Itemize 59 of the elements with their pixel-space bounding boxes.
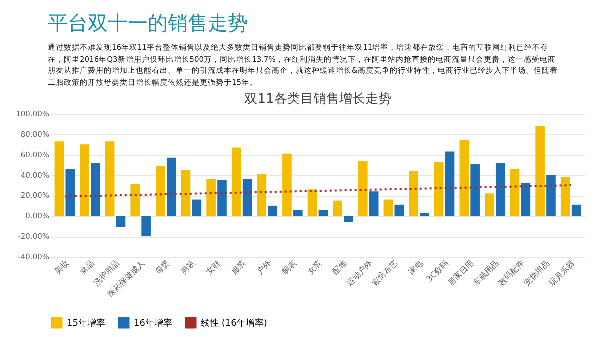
bar (268, 206, 278, 216)
bar (242, 179, 252, 216)
legend-label: 线性 (16年增率) (201, 318, 268, 329)
x-tick-label: 美妆 (52, 258, 71, 276)
bar (282, 154, 292, 216)
bar (510, 169, 520, 216)
x-tick-label: 腕表 (280, 258, 298, 276)
bar (116, 216, 126, 228)
bar (156, 166, 166, 216)
x-tick-label: 女鞋 (204, 258, 222, 276)
bar (434, 162, 444, 216)
legend-label: 16年增率 (134, 318, 172, 329)
x-tick-label: 食品 (78, 258, 96, 276)
x-tick-label: 家纺布艺 (370, 258, 400, 288)
bar (294, 210, 303, 216)
x-tick-label: 男装 (179, 258, 198, 276)
bar (369, 192, 379, 216)
bar (560, 177, 570, 216)
bar (384, 200, 394, 216)
x-tick-label: 家电 (407, 258, 425, 276)
x-tick-label: 女装 (306, 258, 324, 276)
bar (192, 200, 202, 216)
x-tick-label: 户外 (255, 258, 274, 276)
bar (460, 140, 470, 216)
x-tick-label: 母婴 (154, 258, 172, 276)
bar (394, 204, 404, 216)
bar (257, 174, 267, 216)
bar (166, 158, 176, 216)
chart-subtitle: 双11各类目销售增长走势 (244, 92, 392, 107)
bar (470, 164, 480, 216)
bar (536, 126, 545, 216)
bar (80, 144, 90, 216)
bar (54, 142, 64, 216)
bar (206, 179, 216, 216)
x-tick-label: 配饰 (331, 258, 349, 276)
bar (130, 184, 140, 216)
bar (91, 163, 100, 216)
bar (445, 152, 455, 216)
bar (409, 171, 418, 216)
bar (546, 175, 556, 216)
bar (308, 190, 318, 216)
bar (358, 160, 368, 216)
legend-label: 15年增率 (67, 318, 106, 329)
bar (181, 170, 191, 216)
bar (333, 200, 342, 216)
bar (232, 148, 242, 216)
bar (344, 216, 354, 222)
x-tick-label: 服装 (230, 258, 248, 276)
bar (318, 210, 328, 216)
bar (572, 204, 582, 216)
bar (66, 169, 76, 216)
bar (142, 216, 151, 237)
chart-title: 平台双十一的销售走势 (48, 10, 249, 37)
bar (218, 180, 227, 216)
bar (485, 194, 494, 216)
bar (521, 183, 531, 216)
bar (496, 163, 506, 216)
bar (420, 213, 430, 216)
bar (105, 142, 115, 216)
